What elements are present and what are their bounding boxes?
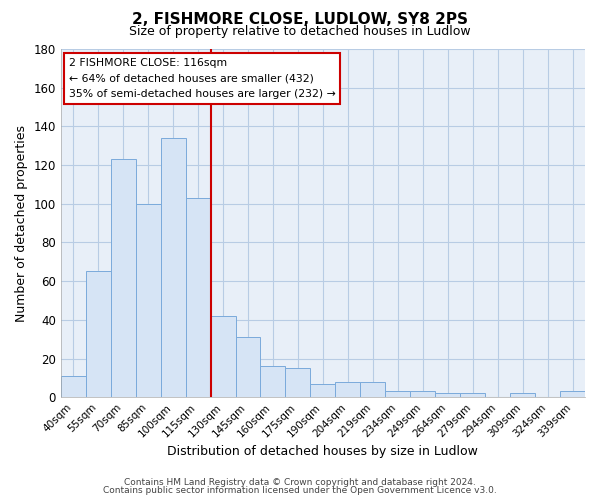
Bar <box>385 392 410 397</box>
Bar <box>136 204 161 397</box>
Bar <box>211 316 236 397</box>
Bar <box>510 394 535 397</box>
Bar <box>111 160 136 397</box>
Bar <box>185 198 211 397</box>
Y-axis label: Number of detached properties: Number of detached properties <box>15 124 28 322</box>
Bar <box>161 138 185 397</box>
Text: 2 FISHMORE CLOSE: 116sqm
← 64% of detached houses are smaller (432)
35% of semi-: 2 FISHMORE CLOSE: 116sqm ← 64% of detach… <box>68 58 335 99</box>
Text: 2, FISHMORE CLOSE, LUDLOW, SY8 2PS: 2, FISHMORE CLOSE, LUDLOW, SY8 2PS <box>132 12 468 28</box>
Bar <box>86 272 111 397</box>
Bar <box>286 368 310 397</box>
Bar <box>236 338 260 397</box>
Text: Size of property relative to detached houses in Ludlow: Size of property relative to detached ho… <box>129 25 471 38</box>
Bar <box>560 392 585 397</box>
Text: Contains HM Land Registry data © Crown copyright and database right 2024.: Contains HM Land Registry data © Crown c… <box>124 478 476 487</box>
X-axis label: Distribution of detached houses by size in Ludlow: Distribution of detached houses by size … <box>167 444 478 458</box>
Bar <box>335 382 361 397</box>
Text: Contains public sector information licensed under the Open Government Licence v3: Contains public sector information licen… <box>103 486 497 495</box>
Bar <box>260 366 286 397</box>
Bar <box>460 394 485 397</box>
Bar <box>435 394 460 397</box>
Bar <box>61 376 86 397</box>
Bar <box>361 382 385 397</box>
Bar <box>310 384 335 397</box>
Bar <box>410 392 435 397</box>
